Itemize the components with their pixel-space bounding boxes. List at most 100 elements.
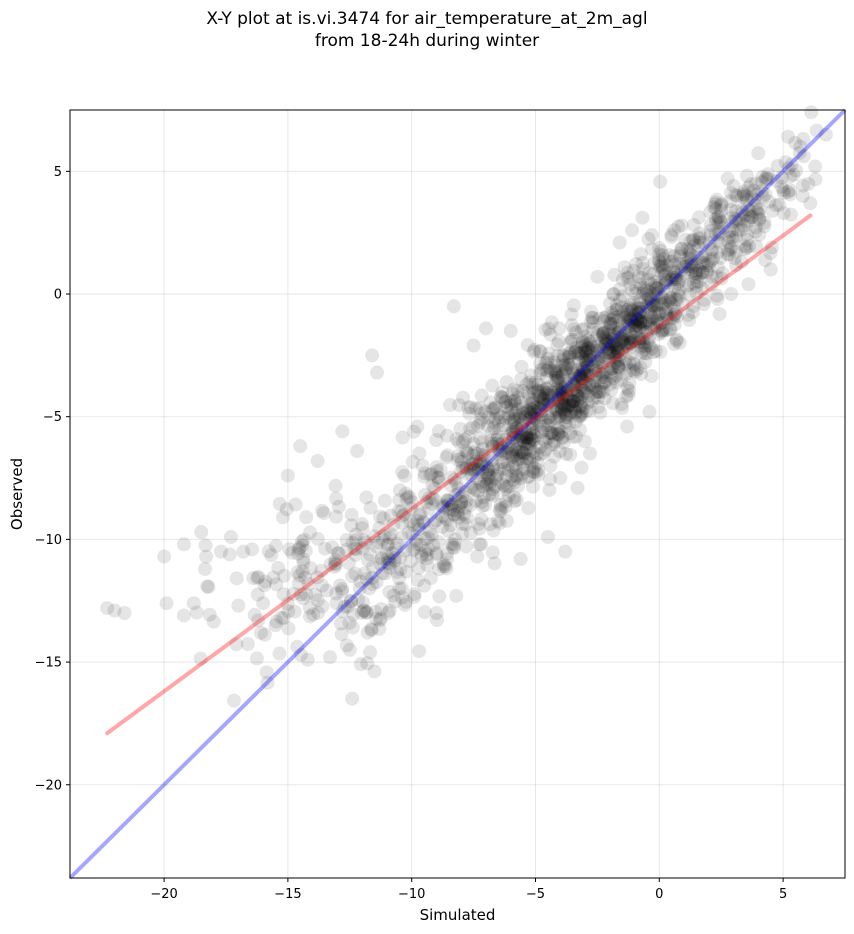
x-axis-ticks: −20 −15 −10 −5 0 5 <box>150 878 787 902</box>
data-point <box>413 537 428 552</box>
data-point <box>611 342 626 357</box>
data-point <box>795 178 810 193</box>
data-point <box>683 234 698 249</box>
data-point <box>566 322 581 337</box>
data-point <box>603 296 618 311</box>
data-point <box>597 391 612 406</box>
data-point <box>739 214 754 229</box>
data-point <box>610 345 625 360</box>
data-point <box>296 555 311 570</box>
data-point <box>495 436 510 451</box>
data-point <box>752 227 767 242</box>
data-point <box>515 401 530 416</box>
data-point <box>617 260 632 275</box>
data-point <box>674 245 689 260</box>
data-point <box>494 389 509 404</box>
data-point <box>328 557 343 572</box>
data-point <box>789 163 804 178</box>
data-point <box>286 586 301 601</box>
data-point <box>662 248 677 263</box>
data-point <box>595 351 610 366</box>
data-point <box>551 370 566 385</box>
data-point <box>565 398 580 413</box>
data-point <box>483 395 498 410</box>
data-point <box>515 415 530 430</box>
data-point <box>622 319 637 334</box>
data-point <box>549 381 564 396</box>
data-point <box>526 344 541 359</box>
data-point <box>464 467 479 482</box>
data-point <box>534 403 549 418</box>
data-point <box>534 407 549 422</box>
data-point <box>660 279 675 294</box>
data-point <box>583 353 598 368</box>
data-point <box>446 502 461 517</box>
data-point <box>735 189 750 204</box>
data-point <box>446 299 461 314</box>
data-point <box>466 480 481 495</box>
data-point <box>573 368 588 383</box>
data-point <box>302 600 317 615</box>
data-point <box>629 362 644 377</box>
data-point <box>524 368 539 383</box>
data-point <box>627 308 642 323</box>
data-point <box>501 479 516 494</box>
data-point <box>410 419 425 434</box>
data-point <box>635 314 650 329</box>
data-point <box>369 611 384 626</box>
data-point <box>509 421 524 436</box>
data-point <box>541 430 556 445</box>
data-point <box>398 486 413 501</box>
data-point <box>535 410 550 425</box>
data-point <box>345 620 360 635</box>
data-point <box>567 345 582 360</box>
data-point <box>597 330 612 345</box>
data-point <box>759 172 774 187</box>
data-point <box>435 500 450 515</box>
data-point <box>501 488 516 503</box>
data-point <box>378 566 393 581</box>
data-point <box>672 248 687 263</box>
data-point <box>526 444 541 459</box>
data-point <box>536 383 551 398</box>
data-point <box>599 309 614 324</box>
data-point <box>591 339 606 354</box>
data-point <box>344 507 359 522</box>
data-point <box>475 465 490 480</box>
data-point <box>580 341 595 356</box>
data-point <box>421 502 436 517</box>
data-point <box>671 283 686 298</box>
data-point <box>540 385 555 400</box>
data-point <box>364 623 379 638</box>
data-point <box>604 369 619 384</box>
data-point <box>728 258 743 273</box>
data-point <box>315 599 330 614</box>
data-point <box>676 259 691 274</box>
data-point <box>530 400 545 415</box>
data-point <box>765 203 780 218</box>
data-point <box>355 541 370 556</box>
data-point <box>720 247 735 262</box>
data-point <box>606 286 621 301</box>
data-point <box>503 427 518 442</box>
data-point <box>748 197 763 212</box>
data-point <box>543 327 558 342</box>
data-point <box>513 451 528 466</box>
data-point <box>443 478 458 493</box>
data-point <box>458 500 473 515</box>
data-point <box>511 452 526 467</box>
data-point <box>655 323 670 338</box>
data-point <box>447 472 462 487</box>
data-point <box>564 318 579 333</box>
data-point <box>548 373 563 388</box>
data-point <box>669 304 684 319</box>
data-point <box>630 318 645 333</box>
data-point <box>383 560 398 575</box>
data-point <box>728 211 743 226</box>
data-point <box>595 367 610 382</box>
data-point <box>409 537 424 552</box>
data-point <box>245 542 260 557</box>
data-point <box>639 313 654 328</box>
data-point <box>736 205 751 220</box>
data-point <box>517 430 532 445</box>
